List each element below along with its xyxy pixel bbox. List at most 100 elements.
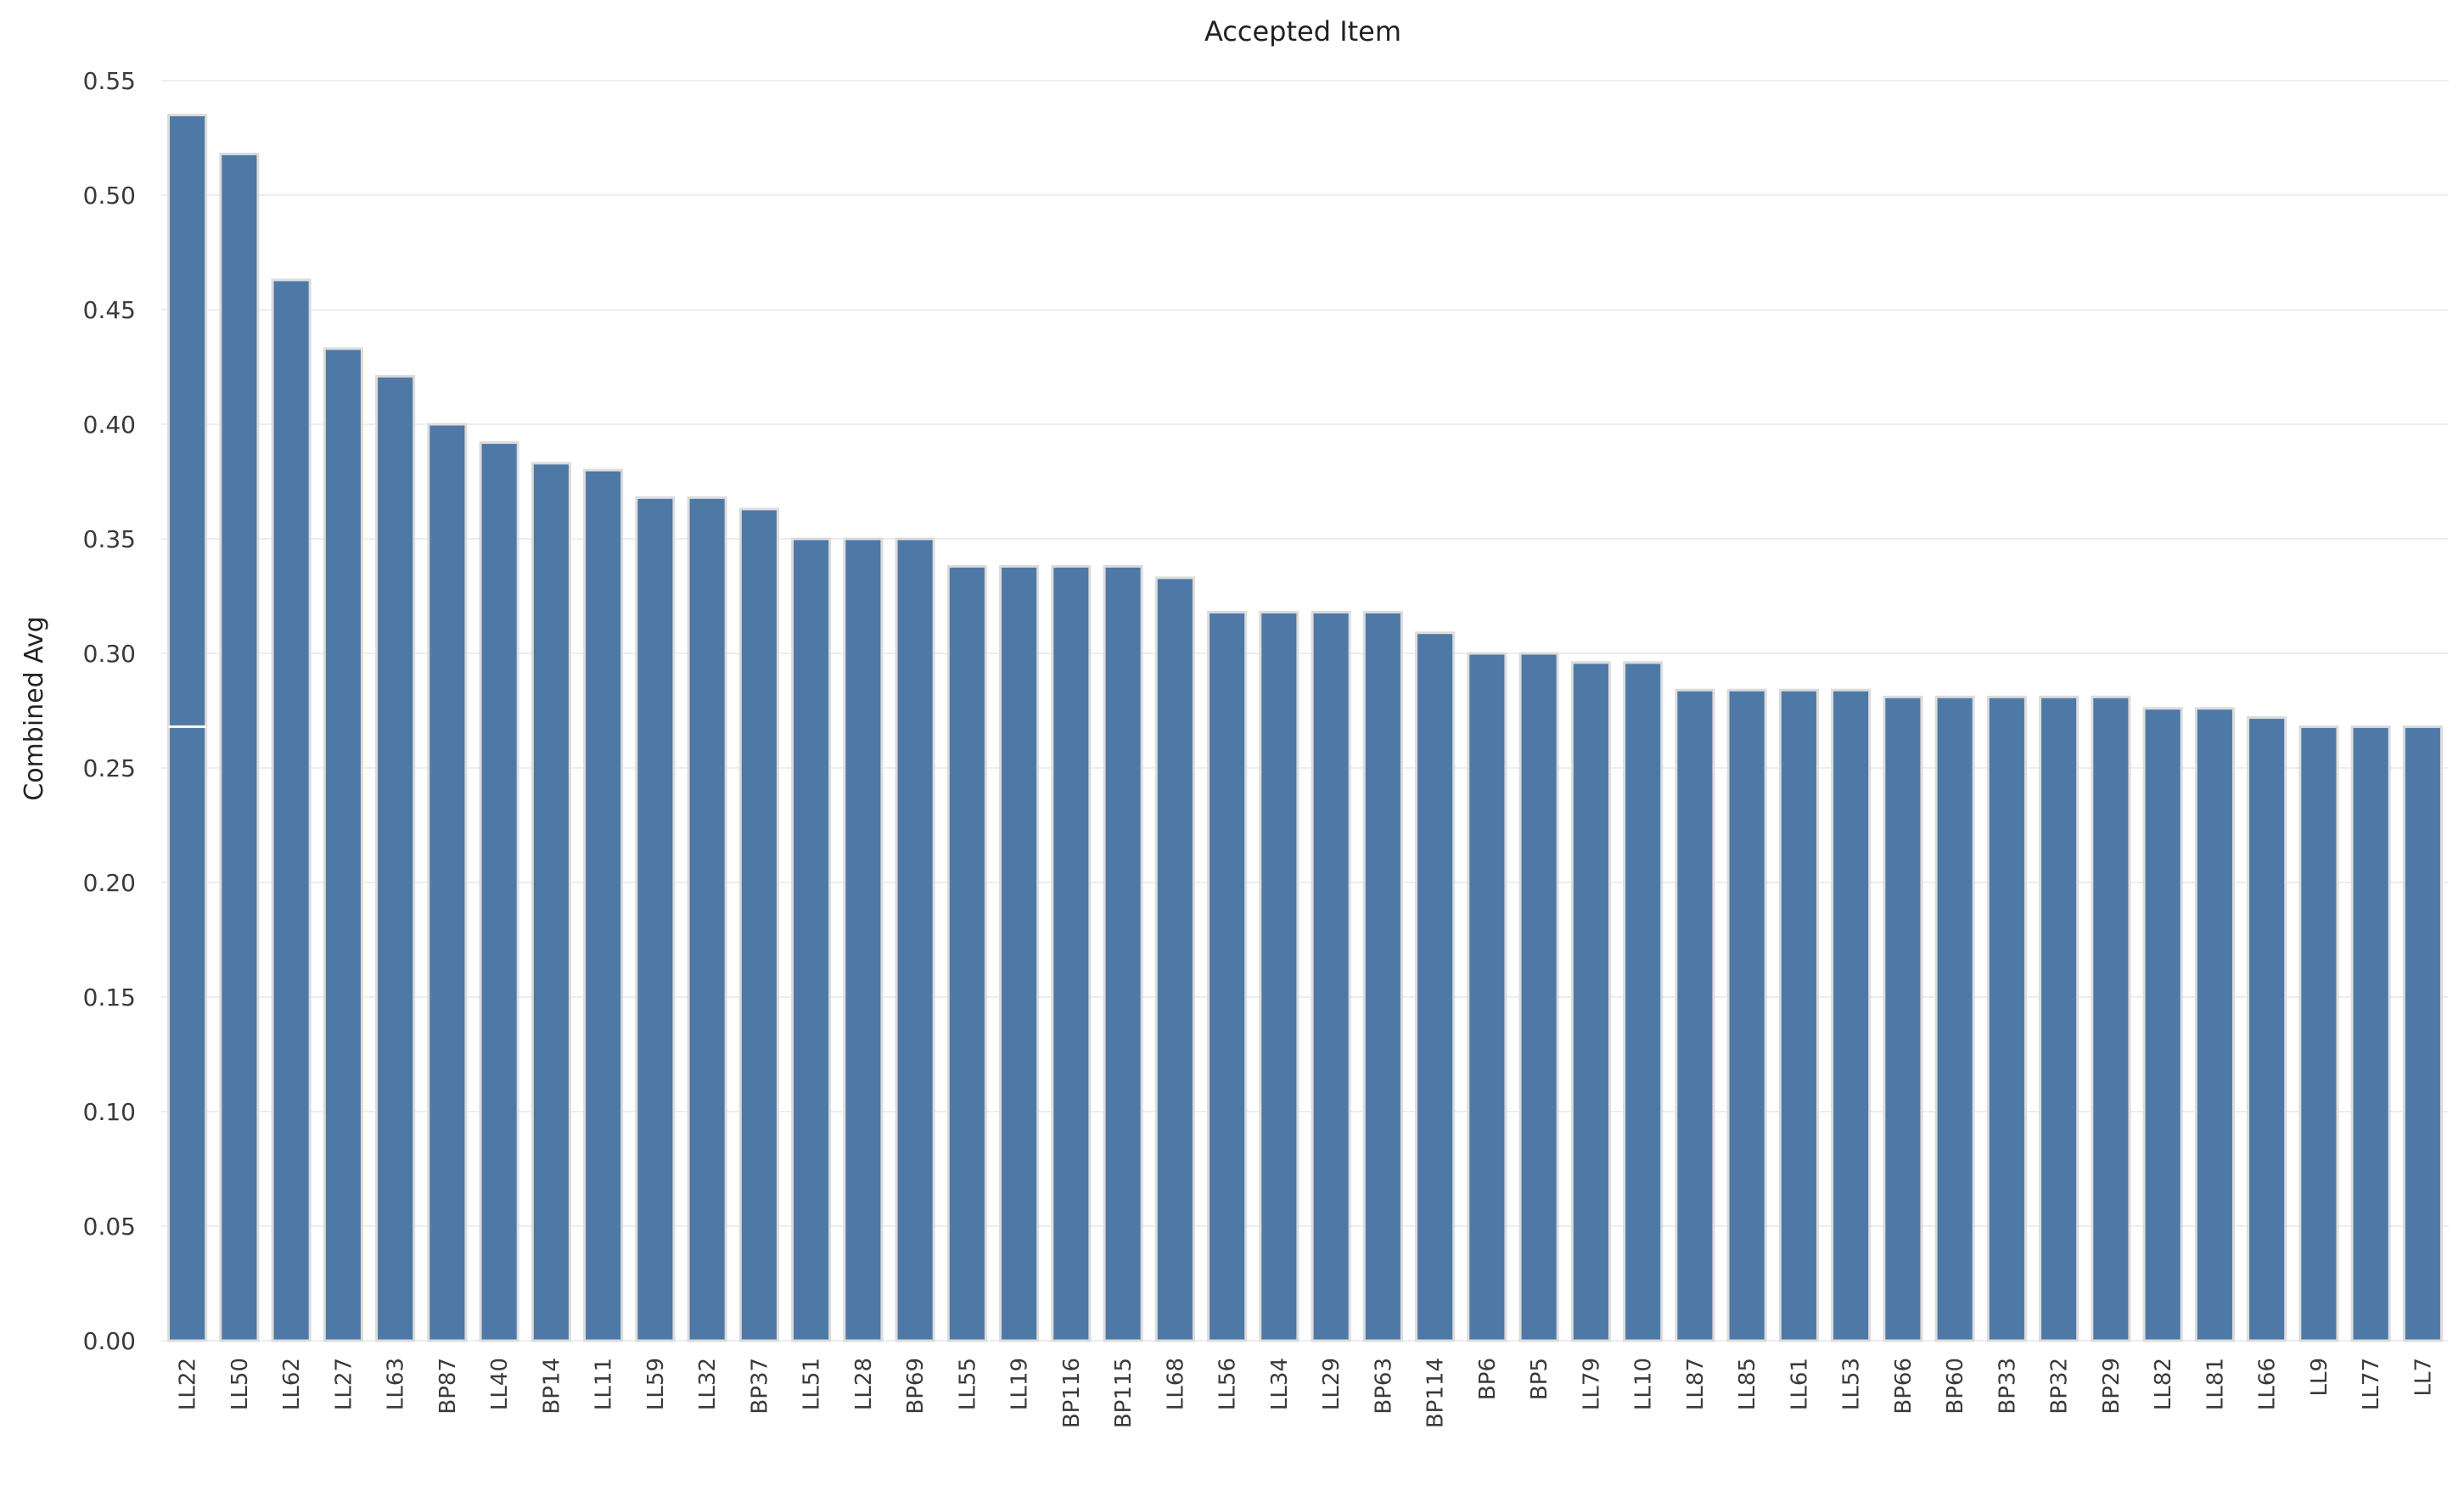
bar-bp114[interactable] — [1415, 631, 1456, 1342]
bar-ll34[interactable] — [1259, 610, 1299, 1342]
bar-ll27[interactable] — [323, 347, 363, 1342]
x-tick-label: BP87 — [435, 1358, 461, 1415]
x-tick-label: BP63 — [1371, 1358, 1396, 1415]
bar-bp37[interactable] — [738, 507, 779, 1342]
x-tick-label: BP33 — [1995, 1358, 2020, 1415]
x-tick-label: LL11 — [592, 1358, 617, 1410]
x-tick-label: BP6 — [1475, 1358, 1501, 1400]
y-tick-label: 0.50 — [83, 182, 136, 210]
x-tick-label: LL63 — [384, 1358, 409, 1410]
x-tick-label: LL27 — [331, 1358, 356, 1410]
y-tick-label: 0.00 — [83, 1327, 136, 1355]
bar-bp6[interactable] — [1467, 652, 1507, 1342]
bar-ll51[interactable] — [791, 537, 832, 1342]
x-tick-label: BP60 — [1943, 1358, 1968, 1415]
bar-ll87[interactable] — [1675, 688, 1715, 1342]
bar-ll82[interactable] — [2142, 707, 2183, 1342]
x-tick-label: LL53 — [1839, 1358, 1865, 1410]
bar-ll28[interactable] — [843, 537, 884, 1342]
x-tick-label: LL59 — [643, 1358, 669, 1410]
x-tick-label: BP69 — [903, 1358, 929, 1415]
bar-ll55[interactable] — [946, 564, 987, 1342]
x-tick-label: BP115 — [1111, 1358, 1137, 1428]
bar-ll56[interactable] — [1207, 610, 1248, 1342]
x-tick-label: LL22 — [176, 1358, 201, 1410]
y-tick-label: 0.20 — [83, 869, 136, 897]
bar-ll19[interactable] — [999, 564, 1040, 1342]
x-tick-label: BP37 — [747, 1358, 772, 1415]
y-tick-label: 0.25 — [83, 754, 136, 782]
bar-ll7[interactable] — [2402, 725, 2443, 1342]
x-tick-label: LL34 — [1267, 1358, 1293, 1410]
y-tick-label: 0.45 — [83, 296, 136, 324]
x-tick-label: LL40 — [487, 1358, 513, 1410]
bar-bp115[interactable] — [1103, 564, 1143, 1342]
x-tick-label: BP5 — [1527, 1358, 1552, 1400]
bar-ll10[interactable] — [1623, 661, 1664, 1342]
x-tick-label: LL19 — [1007, 1358, 1033, 1410]
y-tick-label: 0.35 — [83, 525, 136, 553]
x-tick-label: LL87 — [1683, 1358, 1709, 1410]
y-tick-label: 0.55 — [83, 67, 136, 95]
x-tick-label: LL68 — [1163, 1358, 1188, 1410]
x-tick-label: BP32 — [2047, 1358, 2073, 1415]
x-tick-label: LL56 — [1215, 1358, 1241, 1410]
y-tick-label: 0.10 — [83, 1098, 136, 1126]
x-tick-label: BP114 — [1423, 1358, 1449, 1428]
x-tick-label: LL50 — [227, 1358, 253, 1410]
bar-ll81[interactable] — [2194, 707, 2235, 1342]
x-tick-label: LL28 — [851, 1358, 877, 1410]
x-tick-label: LL62 — [279, 1358, 305, 1410]
x-tick-label: LL79 — [1579, 1358, 1604, 1410]
y-tick-label: 0.30 — [83, 640, 136, 668]
bar-bp33[interactable] — [1986, 695, 2027, 1342]
y-axis-ticks: 0.00 0.05 0.10 0.15 0.20 0.25 0.30 0.35 0.40 0.45… — [83, 67, 136, 1355]
bar-bp87[interactable] — [427, 423, 468, 1342]
bar-ll53[interactable] — [1831, 688, 1872, 1342]
bar-ll66[interactable] — [2247, 716, 2287, 1342]
bar-bp116[interactable] — [1051, 564, 1092, 1342]
x-tick-label: LL85 — [1735, 1358, 1760, 1410]
bar-bp5[interactable] — [1518, 652, 1559, 1342]
x-tick-label: LL66 — [2255, 1358, 2281, 1410]
bar-bp29[interactable] — [2091, 695, 2131, 1342]
bar-ll32[interactable] — [687, 496, 727, 1342]
bar-bp63[interactable] — [1362, 610, 1403, 1342]
bar-bp66[interactable] — [1883, 695, 1923, 1342]
bar-bp14[interactable] — [530, 462, 571, 1342]
x-tick-label: LL32 — [695, 1358, 721, 1410]
bar-ll29[interactable] — [1311, 610, 1351, 1342]
y-tick-label: 0.40 — [83, 411, 136, 439]
y-tick-label: 0.15 — [83, 983, 136, 1011]
bar-ll61[interactable] — [1778, 688, 1819, 1342]
bar-ll40[interactable] — [479, 441, 519, 1342]
x-axis-ticks: LL22 LL50 LL62 LL27 LL63 BP87 LL40 BP14 LL11 LL59… — [176, 1358, 2437, 1428]
x-tick-label: LL77 — [2359, 1358, 2384, 1410]
x-tick-label: LL82 — [2151, 1358, 2176, 1410]
x-tick-label: LL7 — [2411, 1358, 2436, 1397]
bar-ll77[interactable] — [2350, 725, 2391, 1342]
bar-bp69[interactable] — [895, 537, 935, 1342]
bar-ll79[interactable] — [1570, 661, 1611, 1342]
bar-ll50[interactable] — [219, 152, 260, 1342]
bar-ll9[interactable] — [2298, 725, 2339, 1342]
bar-ll85[interactable] — [1726, 688, 1767, 1342]
x-tick-label: LL10 — [1631, 1358, 1657, 1410]
x-tick-label: LL81 — [2203, 1358, 2228, 1410]
x-tick-label: BP116 — [1059, 1358, 1085, 1428]
bar-ll68[interactable] — [1154, 576, 1195, 1342]
x-tick-label: BP14 — [539, 1358, 564, 1415]
x-tick-label: BP66 — [1891, 1358, 1917, 1415]
y-tick-label: 0.05 — [83, 1213, 136, 1241]
y-axis-label: Combined Avg — [20, 616, 49, 801]
bar-ll59[interactable] — [635, 496, 676, 1342]
bar-ll62[interactable] — [271, 278, 312, 1342]
bar-ll11[interactable] — [583, 468, 624, 1342]
bar-bp32[interactable] — [2039, 695, 2080, 1342]
x-tick-label: LL55 — [955, 1358, 980, 1410]
bar-ll63[interactable] — [375, 374, 416, 1342]
x-tick-label: LL61 — [1787, 1358, 1812, 1410]
bar-bp60[interactable] — [1934, 695, 1975, 1342]
